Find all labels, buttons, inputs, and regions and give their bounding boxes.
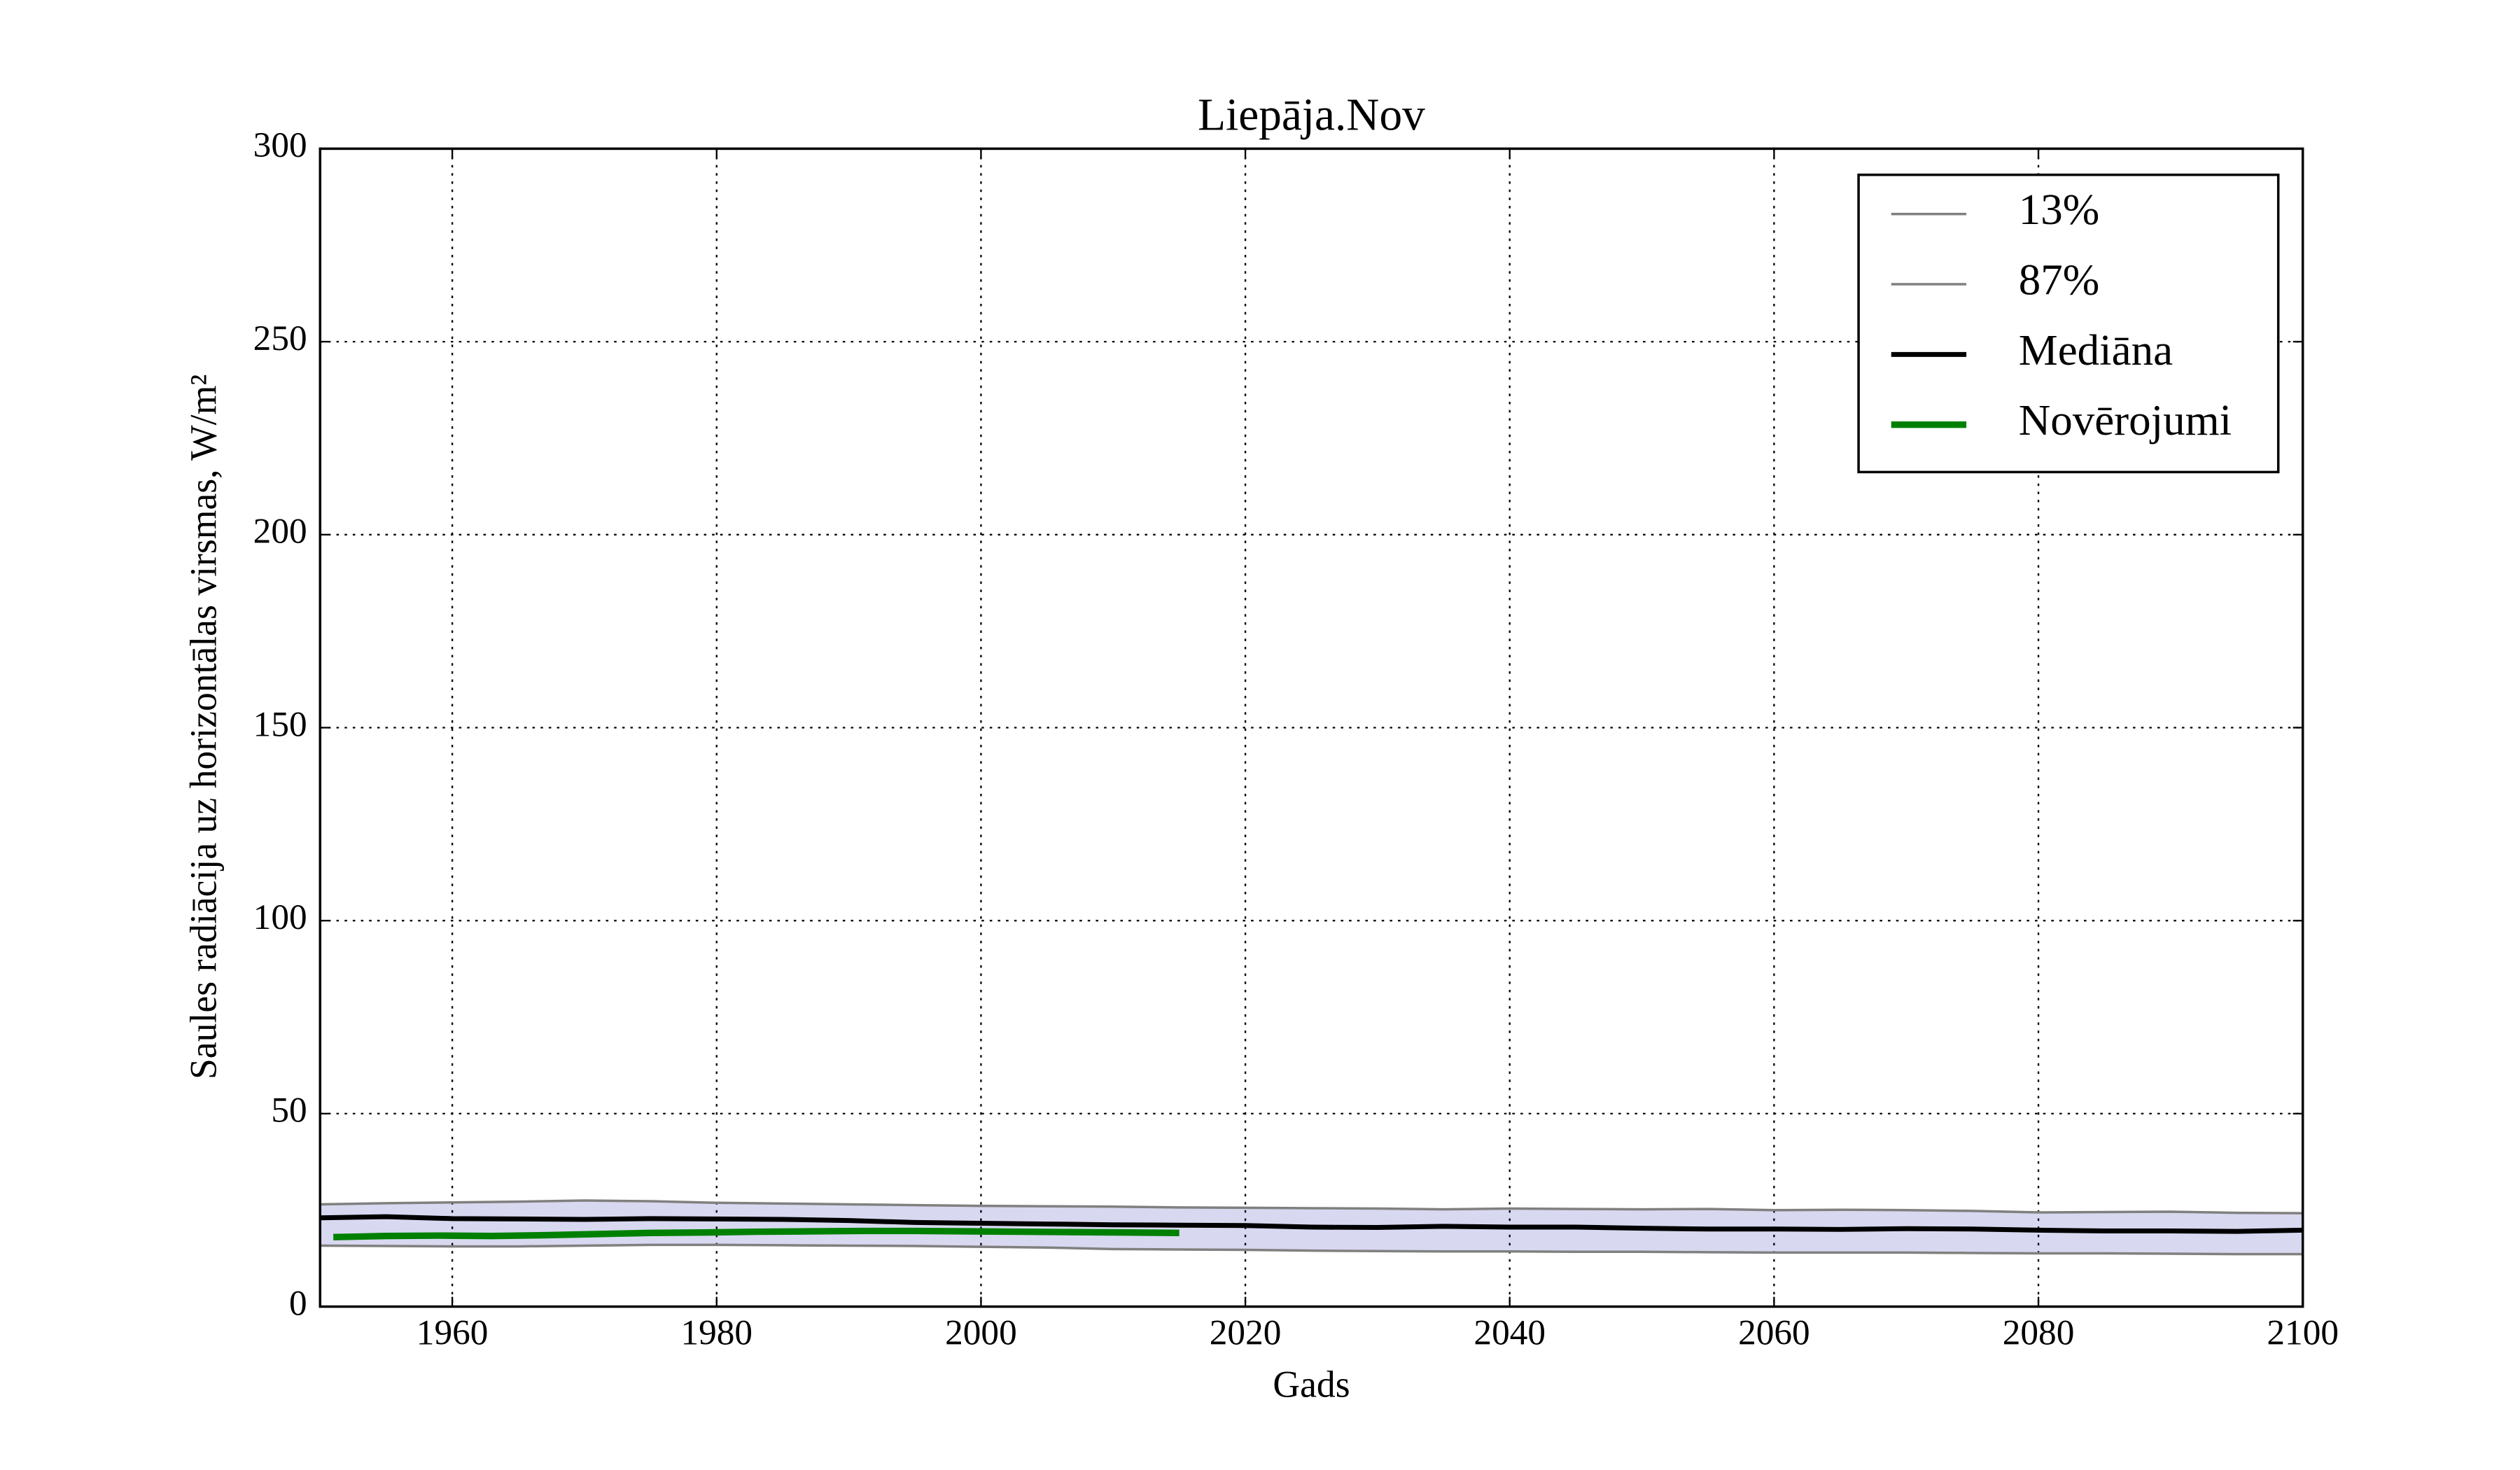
x-tick-label: 2020 (1210, 1312, 1282, 1352)
y-tick-label: 300 (253, 125, 307, 165)
y-tick-label: 0 (289, 1283, 307, 1323)
y-tick-label: 250 (253, 318, 307, 358)
x-tick-label: 2040 (1474, 1312, 1546, 1352)
x-tick-label: 2060 (1738, 1312, 1810, 1352)
y-tick-label: 100 (253, 897, 307, 937)
series-line (320, 1199, 2303, 1214)
legend-label: Novērojumi (2019, 396, 2232, 444)
plot-frame (318, 147, 2304, 1308)
y-tick-label: 150 (253, 704, 307, 744)
x-tick-label: 2000 (945, 1312, 1017, 1352)
x-tick-label: 2100 (2267, 1312, 2339, 1352)
series-line (333, 1227, 1180, 1241)
legend-label: 87% (2019, 255, 2099, 304)
series-line (320, 1214, 2303, 1234)
y-axis-label: Saules radiācija uz horizontālas virsmas… (183, 374, 225, 1079)
y-tick-label: 50 (271, 1091, 307, 1130)
legend-label: Mediāna (2019, 326, 2173, 374)
x-tick-label: 1960 (416, 1312, 489, 1352)
legend-label: 13% (2019, 185, 2099, 234)
x-tick-label: 1980 (680, 1312, 752, 1352)
series-line (320, 1243, 2303, 1256)
x-axis-label: Gads (1273, 1364, 1350, 1406)
x-tick-label: 2080 (2003, 1312, 2075, 1352)
y-tick-label: 200 (253, 512, 307, 552)
chart-title: Liepāja.Nov (1198, 90, 1425, 140)
